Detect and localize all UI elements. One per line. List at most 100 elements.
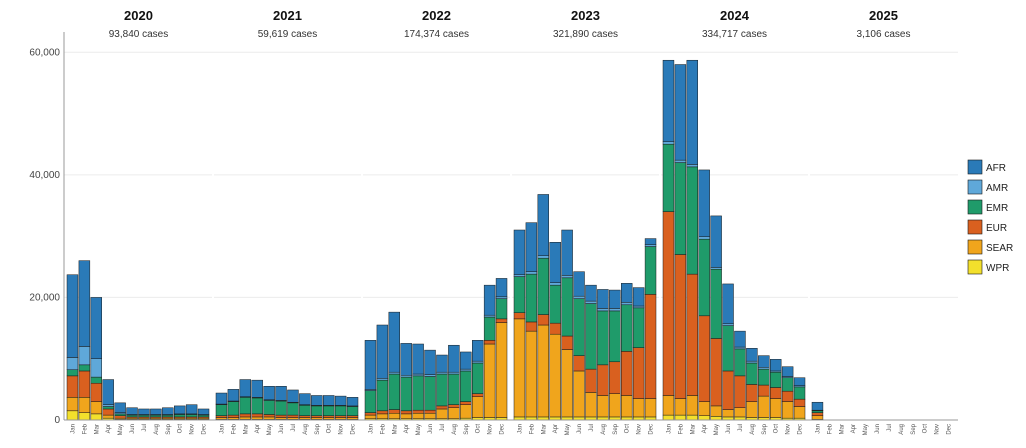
year-case-count: 59,619 cases — [258, 29, 318, 40]
bar-segment-afr — [424, 349, 436, 375]
x-tick-label: Jan — [219, 424, 225, 434]
bar-segment-afr — [698, 169, 710, 237]
bar-segment-eur — [758, 384, 770, 397]
bar-segment-eur — [746, 384, 758, 402]
bar-segment-eur — [472, 393, 484, 397]
x-tick-label: Sep — [166, 423, 172, 434]
bar-segment-emr — [162, 414, 174, 418]
bar-segment-sear — [275, 417, 287, 420]
bar-segment-emr — [436, 373, 448, 407]
bar-segment-eur — [239, 413, 251, 418]
bar-segment-sear — [770, 398, 782, 418]
x-tick-label: Mar — [392, 424, 398, 434]
x-tick-label: Oct — [625, 424, 631, 434]
bar-segment-afr — [364, 340, 377, 390]
bar-segment-amr — [460, 368, 472, 372]
bar-segment-eur — [644, 294, 657, 399]
bar-segment-sear — [472, 396, 484, 418]
bar-segment-emr — [90, 376, 103, 384]
bar-segment-wpr — [710, 416, 722, 421]
bar-segment-emr — [215, 404, 228, 416]
bar-segment-amr — [412, 373, 424, 377]
bar-segment-emr — [334, 405, 347, 416]
bar-segment-eur — [78, 370, 91, 398]
bar-segment-sear — [239, 416, 251, 420]
bar-segment-afr — [114, 402, 126, 413]
bar-segment-sear — [448, 407, 460, 420]
bar-segment-amr — [376, 378, 389, 381]
x-tick-label: May — [416, 424, 422, 435]
bar-segment-emr — [585, 303, 597, 370]
bar-segment-amr — [90, 358, 103, 378]
legend-swatch-eur — [967, 219, 983, 235]
x-tick-label: Nov — [190, 424, 196, 435]
bar-segment-eur — [251, 413, 263, 418]
x-tick-label: Aug — [303, 424, 309, 435]
bar-segment-emr — [239, 397, 251, 415]
bar-segment-emr — [662, 143, 675, 212]
bar-segment-afr — [263, 386, 275, 401]
bar-segment-eur — [388, 409, 401, 414]
bar-segment-amr — [573, 295, 585, 299]
bar-segment-emr — [632, 307, 645, 348]
bar-segment-eur — [621, 351, 633, 396]
bar-segment-sear — [597, 395, 609, 418]
x-tick-label: Jan — [666, 424, 672, 434]
bar-segment-eur — [311, 415, 323, 418]
x-tick-label: Jul — [142, 424, 148, 432]
bar-segment-emr — [561, 277, 573, 337]
year-case-count: 93,840 cases — [109, 29, 169, 40]
bar-segment-afr — [78, 260, 91, 347]
year-case-count: 334,717 cases — [702, 29, 767, 40]
bar-segment-emr — [495, 298, 508, 320]
bar-segment-afr — [609, 289, 621, 309]
bar-segment-sear — [227, 417, 240, 420]
bar-segment-afr — [138, 408, 150, 415]
x-tick-label: Sep — [762, 423, 768, 434]
year-title: 2020 — [124, 8, 153, 23]
bar-segment-eur — [549, 322, 561, 335]
bar-segment-eur — [674, 254, 687, 399]
bar-segment-wpr — [78, 412, 91, 421]
bar-segment-amr — [746, 360, 758, 364]
bar-segment-afr — [597, 289, 609, 309]
bar-segment-sear — [102, 414, 114, 419]
x-tick-label: Jul — [738, 424, 744, 432]
bar-segment-emr — [513, 276, 526, 313]
bar-segment-emr — [78, 364, 91, 372]
legend-label: EMR — [986, 203, 1008, 214]
x-tick-label: Jun — [279, 424, 285, 434]
bar-segment-amr — [621, 302, 633, 306]
bar-segment-afr — [472, 340, 484, 362]
bar-segment-afr — [376, 324, 389, 379]
bar-segment-sear — [585, 392, 597, 418]
bar-segment-afr — [758, 355, 770, 368]
bar-segment-amr — [549, 282, 561, 286]
year-case-count: 321,890 cases — [553, 29, 618, 40]
bar-segment-amr — [734, 346, 746, 350]
bar-segment-sear — [573, 370, 585, 418]
bar-segment-afr — [483, 284, 496, 316]
bar-segment-sear — [710, 405, 722, 417]
bar-segment-emr — [150, 414, 162, 418]
x-tick-label: Nov — [637, 424, 643, 435]
x-tick-label: Dec — [649, 424, 655, 435]
bar-segment-afr — [323, 395, 335, 406]
x-tick-label: Apr — [255, 424, 261, 433]
bar-segment-sear — [483, 343, 496, 418]
bar-segment-eur — [632, 347, 645, 399]
y-tick-label: 60,000 — [29, 47, 60, 58]
bar-segment-sear — [722, 409, 734, 418]
bar-segment-emr — [197, 414, 210, 418]
bar-segment-eur — [334, 415, 347, 418]
bar-segment-sear — [525, 330, 538, 418]
bar-segment-eur — [102, 408, 114, 416]
bar-segment-sear — [811, 415, 824, 420]
x-tick-label: Sep — [613, 423, 619, 434]
bar-segment-amr — [513, 274, 526, 277]
bar-segment-emr — [126, 414, 138, 418]
bar-segment-afr — [621, 283, 633, 303]
bar-segment-eur — [585, 368, 597, 393]
bar-segment-eur — [722, 370, 734, 410]
bar-segment-afr — [251, 379, 263, 398]
